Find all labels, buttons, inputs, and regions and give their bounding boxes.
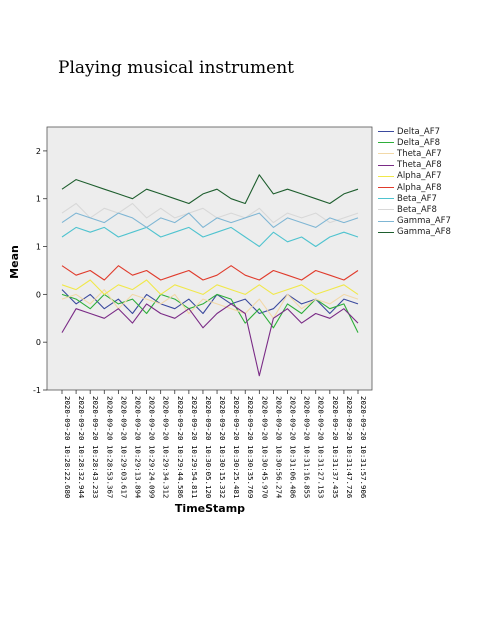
y-tick-label: -1 xyxy=(33,386,41,395)
legend-swatch xyxy=(378,164,394,166)
series-line-alpha-af8 xyxy=(61,265,359,281)
legend-label: Gamma_AF8 xyxy=(397,227,451,238)
legend-item: Alpha_AF8 xyxy=(378,182,451,193)
plot-area xyxy=(46,126,373,391)
x-tick-label: 2020-09-20 10:30:05.120 xyxy=(204,396,213,498)
x-tick-label: 2020-09-20 10:29:13.894 xyxy=(133,396,142,499)
legend-label: Gamma_AF7 xyxy=(397,216,451,227)
x-tick-label: 2020-09-20 10:29:24.099 xyxy=(148,396,157,498)
series-line-gamma-af8 xyxy=(61,174,359,205)
legend-label: Theta_AF7 xyxy=(397,148,442,159)
y-tick-label: 1 xyxy=(36,243,41,252)
legend-item: Delta_AF7 xyxy=(378,126,451,137)
y-tick-label: 1 xyxy=(36,195,41,204)
x-tick-label: 2020-09-20 10:29:34.312 xyxy=(162,396,171,498)
legend-label: Theta_AF8 xyxy=(397,160,442,171)
x-tick-label: 2020-09-20 10:28:43.233 xyxy=(91,396,100,498)
x-tick-label: 2020-09-20 10:28:32.944 xyxy=(77,396,86,499)
x-tick-label: 2020-09-20 10:30:56.274 xyxy=(274,396,283,499)
series-line-gamma-af7 xyxy=(61,212,359,228)
x-tick-label: 2020-09-20 10:30:35.769 xyxy=(246,396,255,498)
x-tick-label: 2020-09-20 10:29:54.811 xyxy=(190,396,199,498)
x-tick-label: 2020-09-20 10:31:06.486 xyxy=(289,396,298,498)
legend-swatch xyxy=(378,231,394,233)
legend-label: Beta_AF7 xyxy=(397,193,437,204)
series-line-theta-af7 xyxy=(61,289,359,319)
y-tick-label: 2 xyxy=(36,147,41,156)
legend-swatch xyxy=(378,198,394,200)
x-tick-label: 2020-09-20 10:31:57.906 xyxy=(359,396,368,498)
y-tick-label: 0 xyxy=(36,290,41,299)
series-line-alpha-af7 xyxy=(61,279,359,295)
legend-label: Alpha_AF7 xyxy=(397,171,442,182)
x-tick-label: 2020-09-20 10:30:15.332 xyxy=(218,396,227,498)
legend-swatch xyxy=(378,220,394,222)
x-tick-label: 2020-09-20 10:30:45.970 xyxy=(260,396,269,498)
x-axis-label: TimeStamp xyxy=(175,502,245,515)
page-title: Playing musical instrument xyxy=(58,58,294,78)
legend-item: Beta_AF8 xyxy=(378,204,451,215)
legend: Delta_AF7 Delta_AF8 Theta_AF7 Theta_AF8 Alph… xyxy=(378,126,451,238)
legend-item: Theta_AF7 xyxy=(378,148,451,159)
legend-swatch xyxy=(378,209,394,211)
legend-label: Delta_AF7 xyxy=(397,126,441,137)
x-tick-label: 2020-09-20 10:31:27.153 xyxy=(317,396,326,498)
y-tick-label: 0 xyxy=(36,338,41,347)
x-tick-label: 2020-09-20 10:29:44.586 xyxy=(176,396,185,498)
legend-swatch xyxy=(378,175,394,177)
legend-label: Beta_AF8 xyxy=(397,204,437,215)
legend-swatch xyxy=(378,153,394,155)
y-axis-label: Mean xyxy=(8,245,21,279)
series-line-theta-af8 xyxy=(61,303,359,377)
legend-label: Alpha_AF8 xyxy=(397,182,442,193)
legend-swatch xyxy=(378,187,394,189)
x-tick-label: 2020-09-20 10:29:03.617 xyxy=(119,396,128,498)
legend-label: Delta_AF8 xyxy=(397,137,441,148)
series-line-delta-af7 xyxy=(61,289,359,315)
legend-swatch xyxy=(378,131,394,133)
y-axis: 2 1 1 0 0 -1 xyxy=(33,147,47,395)
series-line-beta-af7 xyxy=(61,226,359,248)
legend-item: Alpha_AF7 xyxy=(378,171,451,182)
legend-item: Beta_AF7 xyxy=(378,193,451,204)
x-tick-label: 2020-09-20 10:30:25.481 xyxy=(232,396,241,498)
x-tick-label: 2020-09-20 10:31:37.435 xyxy=(331,396,340,498)
x-tick-label: 2020-09-20 10:31:16.855 xyxy=(303,396,312,498)
legend-item: Theta_AF8 xyxy=(378,160,451,171)
x-axis: 2020-09-20 10:28:22.680 2020-09-20 10:28:… xyxy=(61,390,368,499)
legend-item: Gamma_AF8 xyxy=(378,227,451,238)
x-tick-label: 2020-09-20 10:31:47.726 xyxy=(345,396,354,498)
series-lines xyxy=(61,174,359,377)
legend-item: Delta_AF8 xyxy=(378,137,451,148)
series-line-beta-af8 xyxy=(61,202,359,224)
x-tick-label: 2020-09-20 10:28:22.680 xyxy=(63,396,72,498)
legend-item: Gamma_AF7 xyxy=(378,216,451,227)
legend-swatch xyxy=(378,142,394,144)
x-tick-label: 2020-09-20 10:28:53.367 xyxy=(105,396,114,498)
